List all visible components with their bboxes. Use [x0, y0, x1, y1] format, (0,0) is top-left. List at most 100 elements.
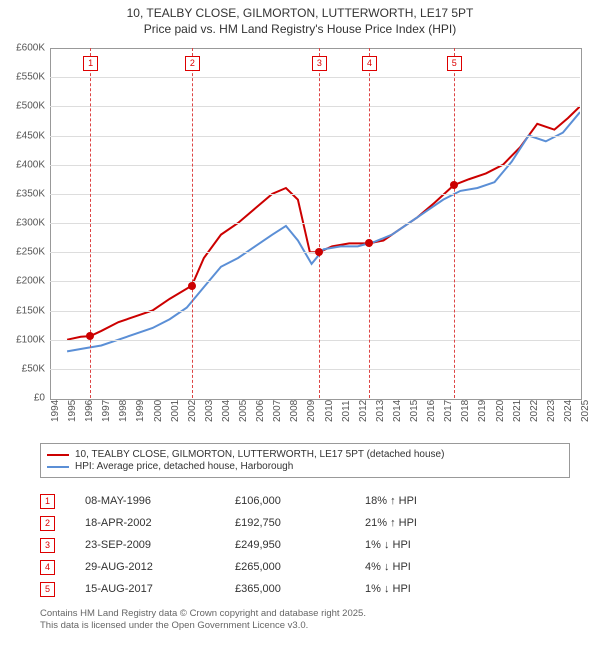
ytick-label: £550K	[0, 72, 45, 83]
ygrid	[50, 281, 580, 282]
legend: 10, TEALBY CLOSE, GILMORTON, LUTTERWORTH…	[40, 443, 570, 478]
row-badge: 2	[40, 516, 55, 531]
ytick-label: £450K	[0, 130, 45, 141]
row-hpi: 1% ↓ HPI	[365, 539, 495, 551]
row-price: £192,750	[235, 517, 365, 529]
row-badge: 4	[40, 560, 55, 575]
transaction-marker	[450, 181, 458, 189]
xtick-label: 2020	[495, 400, 506, 422]
ygrid	[50, 165, 580, 166]
transaction-vline	[454, 48, 455, 398]
xtick-label: 1995	[67, 400, 78, 422]
xtick-label: 2021	[512, 400, 523, 422]
ytick-label: £0	[0, 393, 45, 404]
table-row: 2 18-APR-2002£192,75021% ↑ HPI	[40, 512, 570, 534]
transaction-vline	[192, 48, 193, 398]
xtick-label: 2016	[426, 400, 437, 422]
legend-row-0: 10, TEALBY CLOSE, GILMORTON, LUTTERWORTH…	[47, 449, 563, 460]
ytick-label: £100K	[0, 334, 45, 345]
row-date: 15-AUG-2017	[85, 583, 235, 595]
xtick-label: 2025	[580, 400, 591, 422]
ytick-label: £50K	[0, 363, 45, 374]
row-price: £365,000	[235, 583, 365, 595]
footer-line-2: This data is licensed under the Open Gov…	[40, 620, 580, 632]
row-date: 23-SEP-2009	[85, 539, 235, 551]
ygrid	[50, 106, 580, 107]
series-hpi	[67, 112, 580, 351]
xtick-label: 2010	[324, 400, 335, 422]
ytick-label: £400K	[0, 159, 45, 170]
ytick-label: £350K	[0, 188, 45, 199]
row-badge: 3	[40, 538, 55, 553]
transaction-vline	[90, 48, 91, 398]
row-price: £265,000	[235, 561, 365, 573]
chart-container: 10, TEALBY CLOSE, GILMORTON, LUTTERWORTH…	[0, 0, 600, 650]
xtick-label: 1997	[101, 400, 112, 422]
xtick-label: 2015	[409, 400, 420, 422]
transaction-marker	[188, 282, 196, 290]
legend-swatch-0	[47, 454, 69, 456]
ytick-label: £200K	[0, 276, 45, 287]
xtick-label: 2004	[221, 400, 232, 422]
row-price: £106,000	[235, 495, 365, 507]
xtick-label: 2014	[392, 400, 403, 422]
xtick-label: 2012	[358, 400, 369, 422]
xtick-label: 2013	[375, 400, 386, 422]
row-date: 18-APR-2002	[85, 517, 235, 529]
ygrid	[50, 340, 580, 341]
ygrid	[50, 136, 580, 137]
footer-line-1: Contains HM Land Registry data © Crown c…	[40, 608, 580, 620]
xtick-label: 2019	[477, 400, 488, 422]
xtick-label: 2017	[443, 400, 454, 422]
transaction-vline	[319, 48, 320, 398]
ytick-label: £300K	[0, 218, 45, 229]
ytick-label: £150K	[0, 305, 45, 316]
xtick-label: 2011	[341, 400, 352, 422]
ytick-label: £500K	[0, 101, 45, 112]
xtick-label: 2024	[563, 400, 574, 422]
row-date: 08-MAY-1996	[85, 495, 235, 507]
xtick-label: 2018	[460, 400, 471, 422]
xtick-label: 2007	[272, 400, 283, 422]
transaction-badge: 1	[83, 56, 98, 71]
title-block: 10, TEALBY CLOSE, GILMORTON, LUTTERWORTH…	[0, 0, 600, 39]
row-hpi: 4% ↓ HPI	[365, 561, 495, 573]
transaction-vline	[369, 48, 370, 398]
title-line-2: Price paid vs. HM Land Registry's House …	[10, 22, 590, 38]
xtick-label: 1994	[50, 400, 61, 422]
xtick-label: 2005	[238, 400, 249, 422]
table-row: 429-AUG-2012£265,0004% ↓ HPI	[40, 556, 570, 578]
xtick-label: 2023	[546, 400, 557, 422]
title-line-1: 10, TEALBY CLOSE, GILMORTON, LUTTERWORTH…	[10, 6, 590, 22]
transaction-marker	[86, 332, 94, 340]
legend-label-0: 10, TEALBY CLOSE, GILMORTON, LUTTERWORTH…	[75, 449, 444, 460]
ygrid	[50, 311, 580, 312]
ytick-label: £250K	[0, 247, 45, 258]
footer: Contains HM Land Registry data © Crown c…	[40, 608, 580, 632]
transaction-badge: 4	[362, 56, 377, 71]
ygrid	[50, 194, 580, 195]
table-row: 515-AUG-2017£365,0001% ↓ HPI	[40, 578, 570, 600]
xtick-label: 2001	[170, 400, 181, 422]
legend-label-1: HPI: Average price, detached house, Harb…	[75, 461, 293, 472]
transaction-marker	[365, 239, 373, 247]
transaction-badge: 3	[312, 56, 327, 71]
ytick-label: £600K	[0, 43, 45, 54]
transaction-badge: 5	[447, 56, 462, 71]
ygrid	[50, 369, 580, 370]
row-badge: 1	[40, 494, 55, 509]
row-hpi: 21% ↑ HPI	[365, 517, 495, 529]
xtick-label: 1999	[135, 400, 146, 422]
row-hpi: 18% ↑ HPI	[365, 495, 495, 507]
xtick-label: 2022	[529, 400, 540, 422]
legend-row-1: HPI: Average price, detached house, Harb…	[47, 461, 563, 472]
xtick-label: 2000	[153, 400, 164, 422]
xtick-label: 2008	[289, 400, 300, 422]
transaction-marker	[315, 248, 323, 256]
xtick-label: 2002	[187, 400, 198, 422]
xtick-label: 1996	[84, 400, 95, 422]
table-row: 323-SEP-2009£249,9501% ↓ HPI	[40, 534, 570, 556]
transaction-badge: 2	[185, 56, 200, 71]
row-hpi: 1% ↓ HPI	[365, 583, 495, 595]
ygrid	[50, 77, 580, 78]
